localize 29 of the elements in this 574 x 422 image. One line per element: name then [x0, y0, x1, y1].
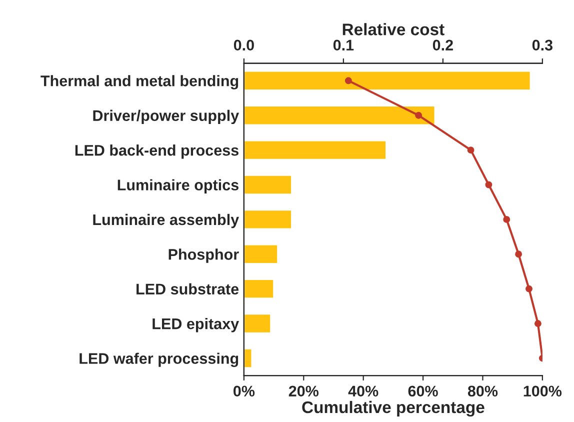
- x-tick-label: 60%: [408, 386, 438, 397]
- x2-tick-label: 0.2: [432, 40, 453, 51]
- point: [344, 77, 352, 84]
- x2-tick-label: 0.1: [333, 40, 354, 51]
- point: [515, 250, 522, 258]
- y-tick-label: Thermal and metal bending: [40, 75, 238, 90]
- point: [415, 112, 422, 119]
- y-tick-label: Luminaire assembly: [93, 214, 240, 228]
- y-tick-label: LED epitaxy: [152, 318, 240, 332]
- x-tick-label: 0%: [234, 386, 255, 397]
- x-tick-label: 80%: [468, 386, 498, 397]
- x2-tick-label: 0.3: [532, 40, 552, 51]
- point: [467, 146, 474, 154]
- y-tick-label: LED substrate: [136, 283, 239, 295]
- point: [534, 320, 542, 328]
- x-tick-label: 100%: [524, 386, 562, 397]
- y-tick-label: Driver/power supply: [93, 110, 240, 124]
- point: [503, 216, 510, 223]
- y-tick-label: LED back-end process: [75, 144, 238, 159]
- y-tick-label: LED wafer processing: [80, 352, 238, 368]
- point: [485, 181, 492, 188]
- x-tick-label: 20%: [288, 386, 319, 397]
- y-tick-label: Phosphor: [168, 248, 239, 263]
- x-tick-label: 40%: [348, 386, 378, 397]
- x2-tick-label: 0.0: [234, 40, 254, 51]
- x-axis-title: Cumulative percentage: [302, 400, 484, 417]
- point: [526, 285, 532, 292]
- y-tick-label: Luminaire optics: [118, 179, 238, 194]
- x2-axis-title: Relative cost: [342, 23, 444, 36]
